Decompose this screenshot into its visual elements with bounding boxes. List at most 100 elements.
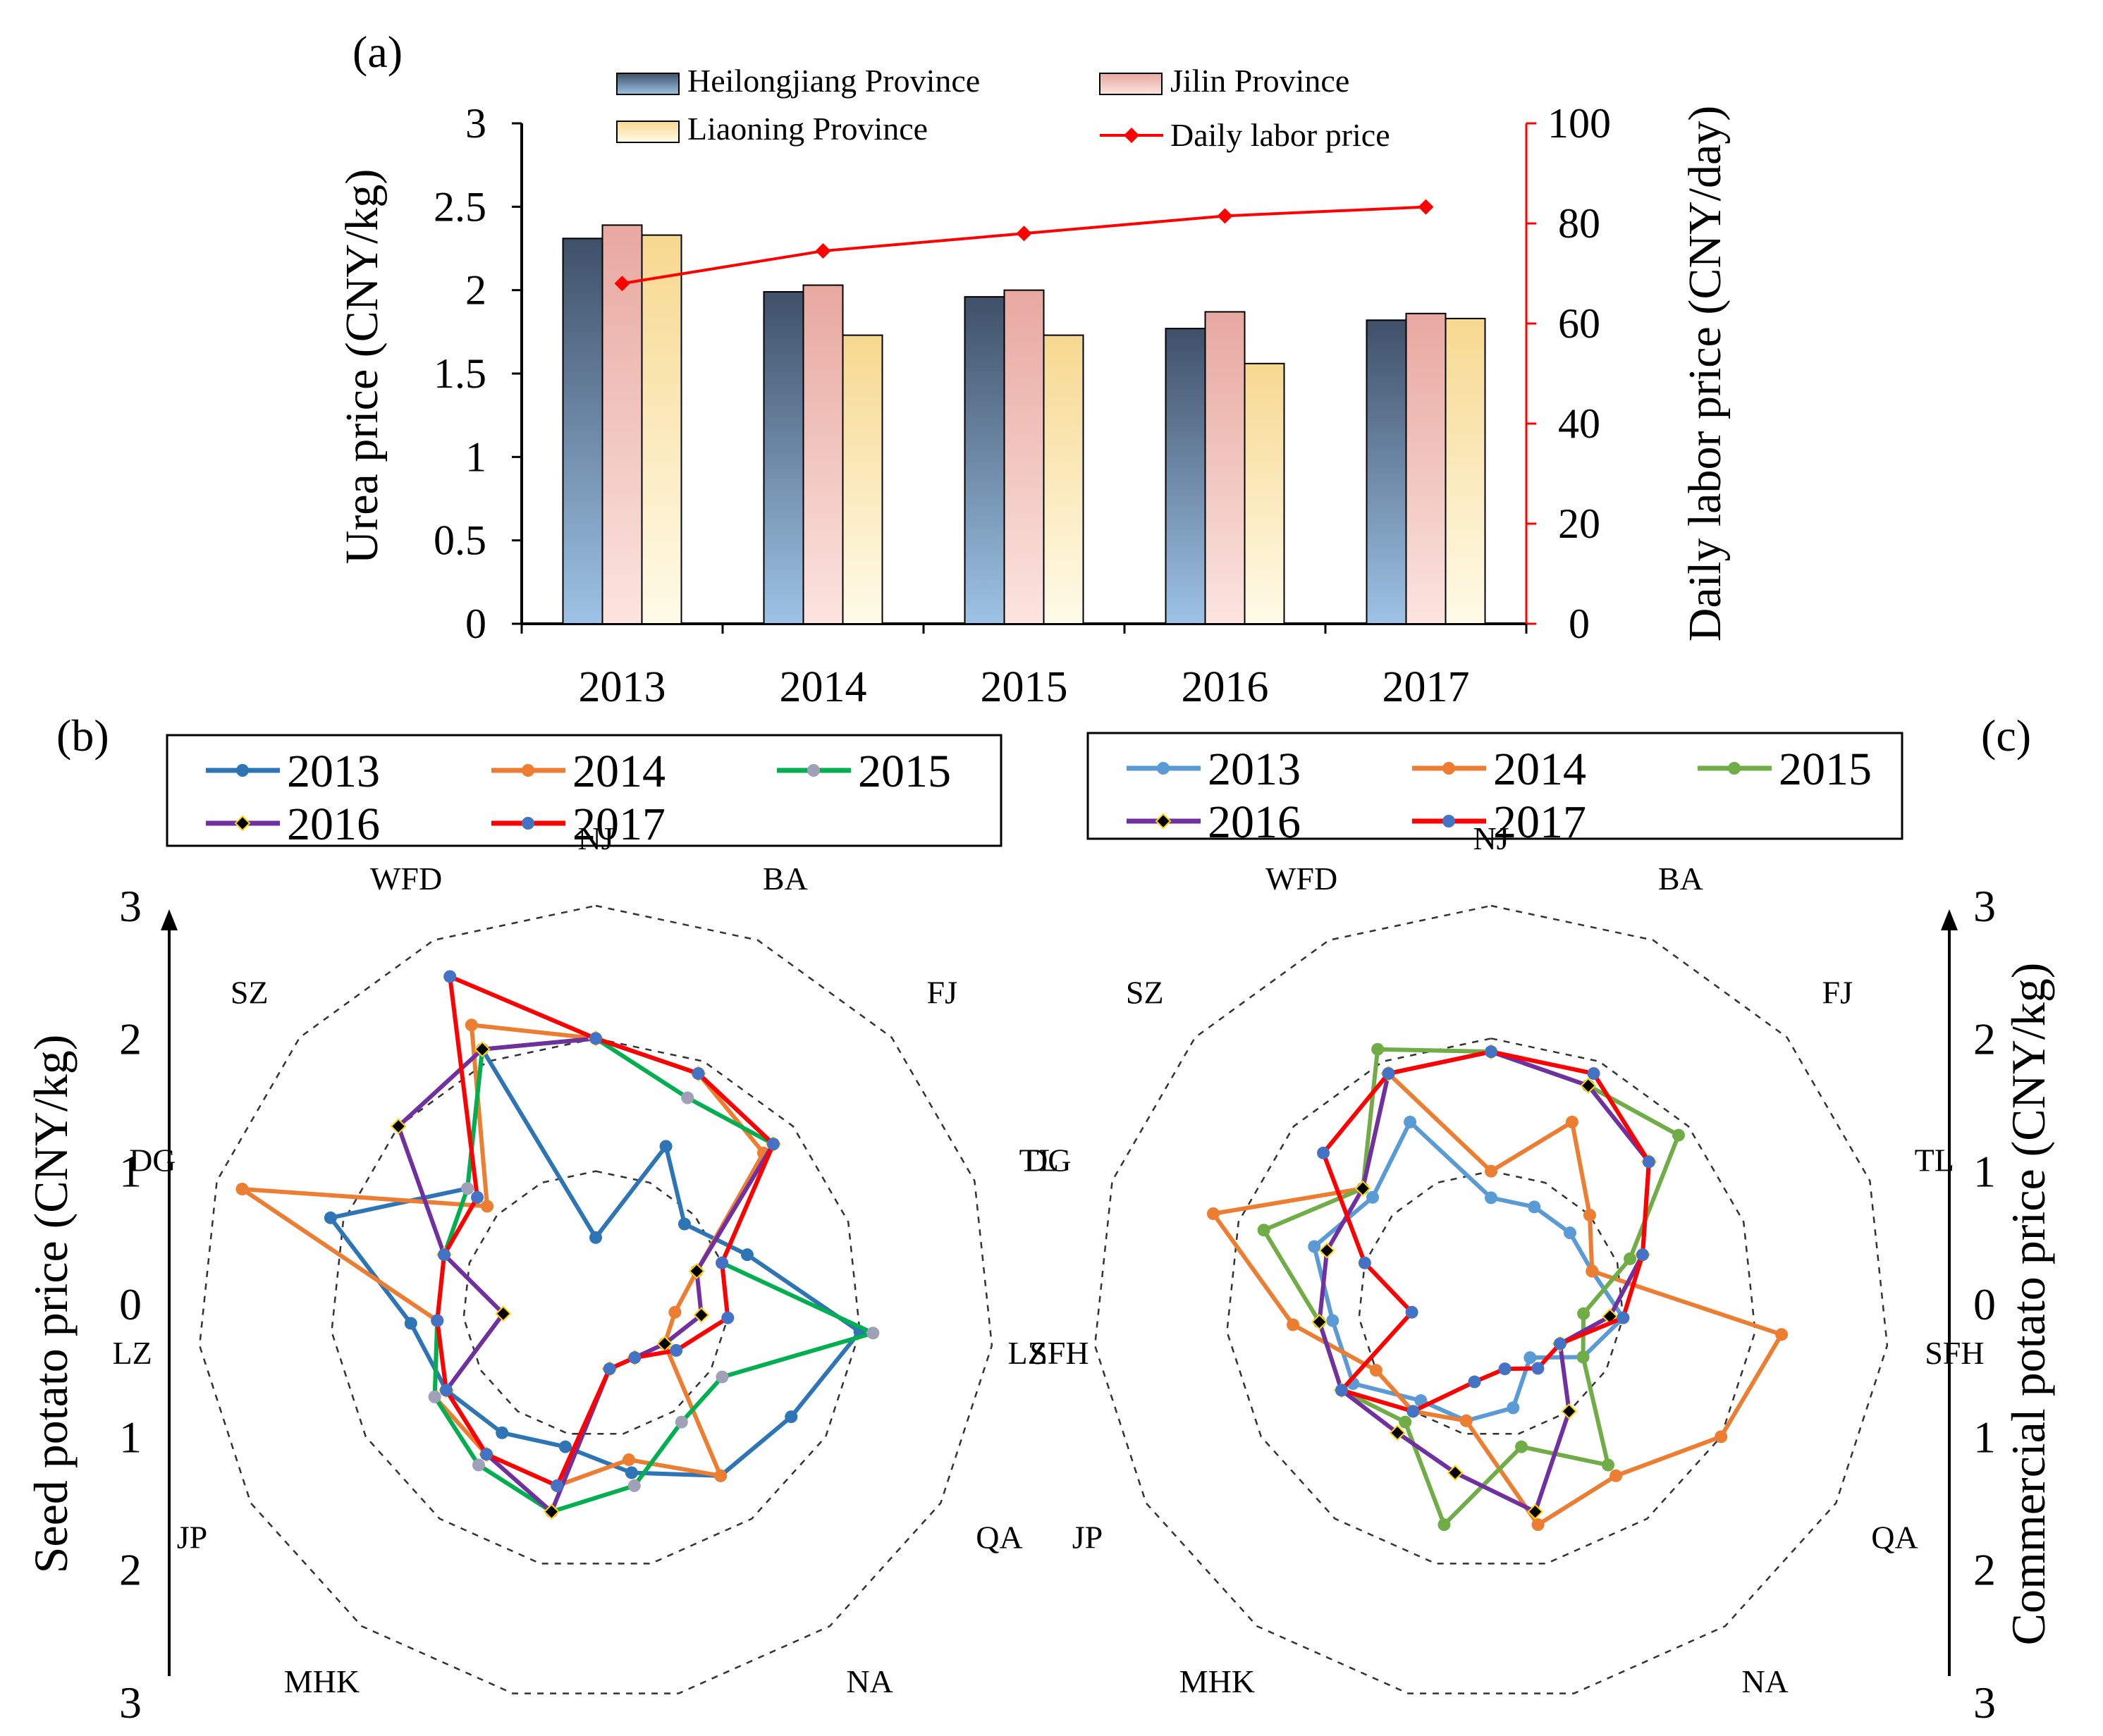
x-tick-label: 2016 (1182, 663, 1269, 711)
radar-point-2014-GZL (1459, 1414, 1473, 1427)
legend-label-2017: 2017 (1493, 796, 1586, 848)
radar-point-2016-SZ (390, 1118, 407, 1135)
legend-swatch (616, 73, 680, 95)
radar-category-label-FJ: FJ (1822, 975, 1853, 1011)
legend-label-2015: 2015 (858, 746, 951, 797)
radar-series-2014 (235, 1018, 770, 1492)
radar-category-label-NJ: NJ (577, 820, 613, 856)
radar-point-2015-WFD (1371, 1042, 1385, 1056)
radar-point-2017-MHK (480, 1448, 493, 1461)
radar-point-2015-SZ (461, 1182, 474, 1195)
radar-line-2017 (1321, 1049, 1651, 1414)
bar-liaoning-2014 (842, 334, 883, 624)
radar-point-2016-LZ (1311, 1314, 1328, 1331)
legend-marker-2015 (1728, 762, 1741, 775)
side-axis-tick-label: 1 (119, 1147, 142, 1197)
legend-label: Heilongjiang Province (687, 63, 980, 99)
legend-label: Daily labor price (1170, 117, 1390, 153)
radar-category-label-FJ: FJ (927, 975, 957, 1011)
legend-marker-2016 (234, 815, 251, 832)
side-axis-tick-label: 3 (1973, 881, 1996, 931)
radar-category-label-NJ: NJ (1473, 820, 1509, 856)
radar-point-2013-DG (1308, 1240, 1321, 1253)
radar-point-2013-DH (1507, 1401, 1520, 1415)
radar-point-2017-MHK (1406, 1405, 1420, 1418)
radar-point-2013-NJ (589, 1231, 602, 1244)
bar-liaoning-2017 (1445, 317, 1486, 624)
right-y-tick-label: 20 (1558, 500, 1600, 547)
right-y-tick-label: 80 (1558, 200, 1600, 247)
radar-point-2013-BA (659, 1140, 673, 1153)
radar-point-2014-BA (1565, 1115, 1578, 1128)
radar-point-2014-WFD (465, 1018, 478, 1032)
labor-price-point-2016 (1217, 208, 1233, 224)
radar-point-2016-SFH (693, 1307, 710, 1324)
radar-point-2014-SFH (1775, 1328, 1789, 1341)
radar-point-2015-TL (1624, 1252, 1637, 1265)
side-axis-tick-label: 0 (1973, 1279, 1996, 1329)
radar-point-2014-TL (1586, 1264, 1599, 1278)
legend-label: Jilin Province (1170, 63, 1349, 99)
panel-b-side-axis: 3 2 1 0 1 2 3 Seed potato price (CNY/kg) (24, 881, 178, 1728)
radar-point-2017-FJ (1642, 1155, 1655, 1169)
side-axis-arrow (161, 909, 178, 930)
left-y-tick-label: 0 (465, 601, 486, 647)
radar-category-label-QA: QA (1871, 1520, 1918, 1556)
radar-series-2017 (431, 970, 780, 1492)
bar-heilongjiang-2016 (1165, 328, 1206, 624)
radar-point-2017-GZL (1468, 1375, 1481, 1389)
side-axis-tick-label: 2 (119, 1014, 142, 1064)
radar-point-2017-DG (1358, 1256, 1371, 1269)
radar-point-2015-NA (675, 1415, 688, 1429)
labor-price-point-2014 (815, 243, 831, 259)
radar-category-label-SFH: SFH (1029, 1335, 1089, 1371)
radar-point-2013-NJ (1485, 1191, 1497, 1205)
radar-point-2015-MHK (1399, 1415, 1412, 1429)
legend-marker-2015 (807, 764, 820, 777)
panel-c-legend: 2013 2014 2015 2016 2017 (1086, 732, 1903, 848)
legend-label-2015: 2015 (1779, 744, 1872, 795)
panel-a-legend: Heilongjiang Province Jilin Province Liaon… (616, 63, 1390, 153)
panel-a-label: (a) (352, 27, 403, 77)
radar-category-label-NA: NA (846, 1663, 893, 1699)
legend-marker-2014 (522, 764, 534, 777)
bar-heilongjiang-2017 (1366, 319, 1407, 624)
radar-point-2013-MHK (496, 1426, 509, 1439)
radar-grid-ring (1226, 1038, 1756, 1565)
bar-heilongjiang-2014 (763, 291, 804, 624)
radar-point-2015-QA (716, 1370, 729, 1384)
radar-point-2015-DH (1515, 1440, 1528, 1453)
side-axis-tick-label: 3 (119, 881, 142, 931)
bar-jilin-2017 (1405, 312, 1447, 624)
radar-point-2017-NJ (1485, 1045, 1497, 1059)
x-tick-label: 2013 (579, 663, 666, 711)
bar-jilin-2015 (1003, 289, 1045, 624)
radar-point-2014-NJ (1485, 1164, 1497, 1178)
radar-point-2016-DG (1318, 1242, 1335, 1259)
radar-point-2015-BA (681, 1091, 694, 1104)
radar-point-2014-DH (1531, 1518, 1545, 1532)
radar-category-label-JP: JP (1072, 1520, 1103, 1556)
legend-marker-2016 (1155, 813, 1172, 830)
radar-point-2013-DH (625, 1466, 638, 1479)
radar-point-2016-GZL (543, 1503, 560, 1520)
bar-heilongjiang-2013 (562, 238, 603, 624)
side-axis-tick-label: 2 (1973, 1014, 1996, 1064)
x-tick-label: 2015 (981, 663, 1068, 711)
radar-point-2015-JP (428, 1390, 441, 1403)
radar-point-2016-MHK (1389, 1424, 1406, 1441)
radar-point-2016-TL (688, 1263, 705, 1279)
radar-point-2017-DG (438, 1248, 451, 1262)
radar-point-2016-LZ (495, 1305, 512, 1322)
radar-point-2017-TL (716, 1256, 729, 1269)
legend-marker-2013 (236, 764, 249, 777)
radar-line-2017 (435, 974, 775, 1488)
radar-point-2014-DG (235, 1183, 249, 1196)
legend-marker-2017 (522, 817, 534, 830)
side-axis-tick-label: 3 (1973, 1677, 1996, 1728)
axis-ticks: 0 0.5 1 1.5 2 2.5 3 0 20 40 60 80 100 2013 2014 2015 201… (434, 100, 1611, 711)
radar-line-2014 (1210, 1071, 1784, 1527)
radar-category-label-WFD: WFD (370, 861, 442, 897)
